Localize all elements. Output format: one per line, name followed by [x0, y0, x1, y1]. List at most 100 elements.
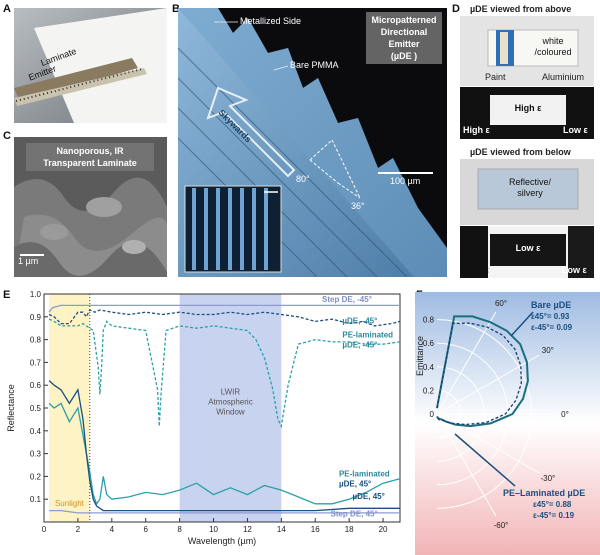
r-tick-label: 0.8	[423, 316, 435, 325]
panel-d-above-photo: white /coloured Paint Aluminium	[460, 16, 594, 86]
panel-d-paint-label: Paint	[485, 72, 506, 82]
panel-d-above-left: High ε	[463, 125, 490, 135]
panel-b-metallized-label: Metallized Side	[240, 16, 302, 26]
panel-d-above-callout-line1: white	[542, 36, 564, 46]
panel-b-scale-label: 100 µm	[390, 176, 421, 186]
panel-b-graphic	[178, 8, 447, 277]
line-label-0: Step DE, -45°	[322, 295, 372, 304]
line-label-4: PE-laminated	[339, 469, 390, 478]
pe-annotation-line: ε-45°= 0.19	[533, 511, 575, 520]
panel-d-above-title: µDE viewed from above	[470, 4, 572, 14]
y-tick-label: 0.8	[30, 336, 42, 345]
panel-b-title: Micropatterned Directional Emitter (µDE …	[366, 12, 442, 64]
y-tick-label: 0.3	[30, 450, 42, 459]
x-axis-label: Wavelength (µm)	[188, 536, 256, 546]
y-axis-label: Reflectance	[6, 384, 16, 432]
panel-b-angle-80: 80°	[296, 174, 310, 184]
pe-annotation-line: ε45°= 0.88	[533, 500, 572, 509]
panel-b-sem: Metallized Side Bare PMMA Skywards 80° 3…	[178, 8, 447, 277]
line-label-6: µDE, 45°	[353, 492, 385, 501]
line-label-5: µDE, 45°	[339, 480, 371, 489]
panel-label-b: B	[172, 3, 180, 15]
polar-spoke	[436, 311, 497, 415]
r-tick-label: 0.4	[423, 363, 435, 372]
x-tick-label: 8	[177, 525, 182, 534]
panel-d-above-center: High ε	[514, 103, 542, 113]
panel-d-below-callout: Reflective/ silvery	[500, 177, 560, 199]
x-tick-label: 16	[311, 525, 320, 534]
panel-d-above-callout-line2: /coloured	[534, 47, 572, 57]
angle-tick-label: -30°	[540, 474, 555, 483]
panel-d-below-thermal: Low ε High ε Low ε	[460, 226, 594, 278]
panel-c-scale-label: 1 µm	[18, 256, 39, 266]
polar-series-1	[436, 322, 522, 426]
y-tick-label: 0.7	[30, 358, 42, 367]
x-tick-label: 2	[76, 525, 81, 534]
panel-d-above-graphic	[460, 16, 594, 86]
angle-tick-label: 0°	[561, 410, 569, 419]
panel-d-aluminium-label: Aluminium	[542, 72, 585, 82]
panel-b-bare-pmma-label: Bare PMMA	[290, 60, 339, 70]
panel-label-a: A	[3, 3, 11, 15]
x-tick-label: 10	[209, 525, 218, 534]
line-label-7: Step DE, 45°	[330, 509, 377, 518]
panel-b-title-line4: (µDE )	[390, 51, 418, 61]
panel-b-title-line3: Emitter	[388, 39, 420, 49]
series-line-2	[48, 318, 401, 429]
pe-annotation-line: PE–Laminated µDE	[503, 488, 585, 498]
panel-d-above-thermal: High ε High ε Low ε	[460, 87, 594, 139]
panel-e-chart: 0.1 0.2 0.3 0.4 0.5 0.6 0.7 0.8 0.9 1.0 0 2 4 6 8 10 12 1…	[6, 290, 401, 546]
r-tick-label-zero: 0	[430, 410, 435, 419]
series-line-0	[48, 304, 400, 313]
panel-d-below-title: µDE viewed from below	[470, 147, 571, 157]
line-label-3: µDE, -45°	[342, 341, 377, 350]
series-line-3	[48, 402, 401, 506]
polar-spoke	[436, 354, 540, 415]
panel-b-title-line2: Directional	[380, 27, 428, 37]
bare-annotation-line: ε45°= 0.93	[531, 312, 570, 321]
x-tick-label: 6	[143, 525, 148, 534]
bare-annotation-line: Bare µDE	[531, 300, 571, 310]
polar-spoke	[436, 413, 497, 517]
panel-c-sem: Nanoporous, IR Transparent Laminate 1 µm	[14, 137, 167, 277]
panel-c-title: Nanoporous, IR Transparent Laminate	[26, 143, 154, 171]
polar-series-0	[436, 315, 529, 428]
sunlight-label: Sunlight	[55, 499, 85, 508]
band-0	[49, 294, 90, 522]
x-tick-label: 12	[243, 525, 252, 534]
panel-d-below-callout-line1: Reflective/	[508, 177, 552, 187]
y-tick-label: 0.5	[30, 404, 42, 413]
panel-d-below-graphic	[460, 159, 594, 225]
panel-label-c: C	[3, 130, 11, 142]
panel-b-angle-36: 36°	[351, 201, 365, 211]
y-tick-label: 0.6	[30, 381, 42, 390]
panel-a-graphic	[14, 8, 167, 123]
band-1	[179, 294, 282, 522]
panel-c-scale-bar	[20, 254, 44, 256]
lwir-label: Window	[216, 407, 245, 416]
panel-b-title-line1: Micropatterned	[371, 15, 437, 25]
series-line-1	[48, 309, 401, 327]
panel-c-title-line1: Nanoporous, IR	[56, 146, 124, 156]
lwir-label: Atmospheric	[208, 397, 252, 406]
panel-d-below-right: Low ε	[562, 265, 587, 275]
angle-tick-label: 60°	[495, 299, 507, 308]
panel-a-photo: Laminate Emitter	[14, 8, 167, 123]
y-tick-label: 1.0	[30, 290, 42, 299]
x-tick-label: 4	[110, 525, 115, 534]
bare-annotation-line: ε-45°= 0.09	[531, 323, 573, 332]
series-line-4	[48, 380, 400, 512]
panel-d-below-photo: Reflective/ silvery	[460, 159, 594, 225]
panel-d-below-callout-line2: silvery	[517, 188, 543, 198]
r-tick-label: 0.2	[423, 386, 435, 395]
series-line-5	[49, 509, 400, 514]
panel-c-title-line2: Transparent Laminate	[43, 158, 137, 168]
lwir-label: LWIR	[221, 387, 241, 396]
x-tick-label: 14	[277, 525, 286, 534]
y-tick-label: 0.2	[30, 472, 42, 481]
line-label-1: µDE, -45°	[342, 317, 377, 326]
x-tick-label: 20	[379, 525, 388, 534]
y-tick-label: 0.1	[30, 495, 42, 504]
panel-d-below-center: Low ε	[515, 243, 541, 253]
polar-axis-label: Emittance	[415, 336, 425, 376]
